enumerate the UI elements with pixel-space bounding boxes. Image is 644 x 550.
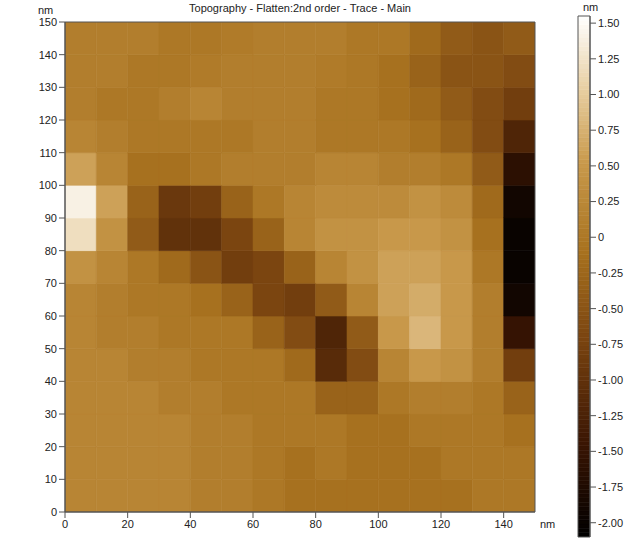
svg-text:10: 10: [45, 473, 57, 485]
svg-text:120: 120: [432, 518, 450, 530]
svg-text:0: 0: [62, 518, 68, 530]
svg-text:0: 0: [598, 231, 604, 243]
svg-text:40: 40: [45, 375, 57, 387]
html-text:nm: nm: [38, 4, 54, 16]
svg-text:-1.50: -1.50: [598, 445, 623, 457]
svg-text:-0.50: -0.50: [598, 303, 623, 315]
svg-text:0.75: 0.75: [598, 124, 619, 136]
svg-text:110: 110: [39, 147, 57, 159]
svg-text:120: 120: [39, 114, 57, 126]
svg-text:80: 80: [310, 518, 322, 530]
svg-text:40: 40: [184, 518, 196, 530]
svg-text:1.50: 1.50: [598, 17, 619, 29]
svg-text:-0.75: -0.75: [598, 338, 623, 350]
svg-text:80: 80: [45, 245, 57, 257]
svg-text:0: 0: [51, 506, 57, 518]
svg-text:100: 100: [369, 518, 387, 530]
svg-text:140: 140: [494, 518, 512, 530]
svg-text:-1.25: -1.25: [598, 410, 623, 422]
svg-text:100: 100: [39, 179, 57, 191]
svg-text:90: 90: [45, 212, 57, 224]
svg-text:1.25: 1.25: [598, 53, 619, 65]
svg-text:20: 20: [45, 441, 57, 453]
svg-text:-1.75: -1.75: [598, 481, 623, 493]
html-text:Topography - Flatten:2nd order: Topography - Flatten:2nd order - Trace -…: [189, 2, 411, 14]
svg-text:30: 30: [45, 408, 57, 420]
svg-text:150: 150: [39, 16, 57, 28]
html-text:nm: nm: [583, 1, 599, 13]
svg-text:130: 130: [39, 81, 57, 93]
svg-text:1.00: 1.00: [598, 88, 619, 100]
svg-text:70: 70: [45, 277, 57, 289]
svg-text:-1.00: -1.00: [598, 374, 623, 386]
svg-text:20: 20: [122, 518, 134, 530]
svg-text:-2.00: -2.00: [598, 517, 623, 529]
html-text:nm: nm: [540, 518, 556, 530]
svg-text:140: 140: [39, 49, 57, 61]
svg-text:0.25: 0.25: [598, 195, 619, 207]
svg-text:-0.25: -0.25: [598, 267, 623, 279]
svg-text:60: 60: [45, 310, 57, 322]
svg-text:50: 50: [45, 343, 57, 355]
svg-text:60: 60: [247, 518, 259, 530]
svg-text:0.50: 0.50: [598, 160, 619, 172]
